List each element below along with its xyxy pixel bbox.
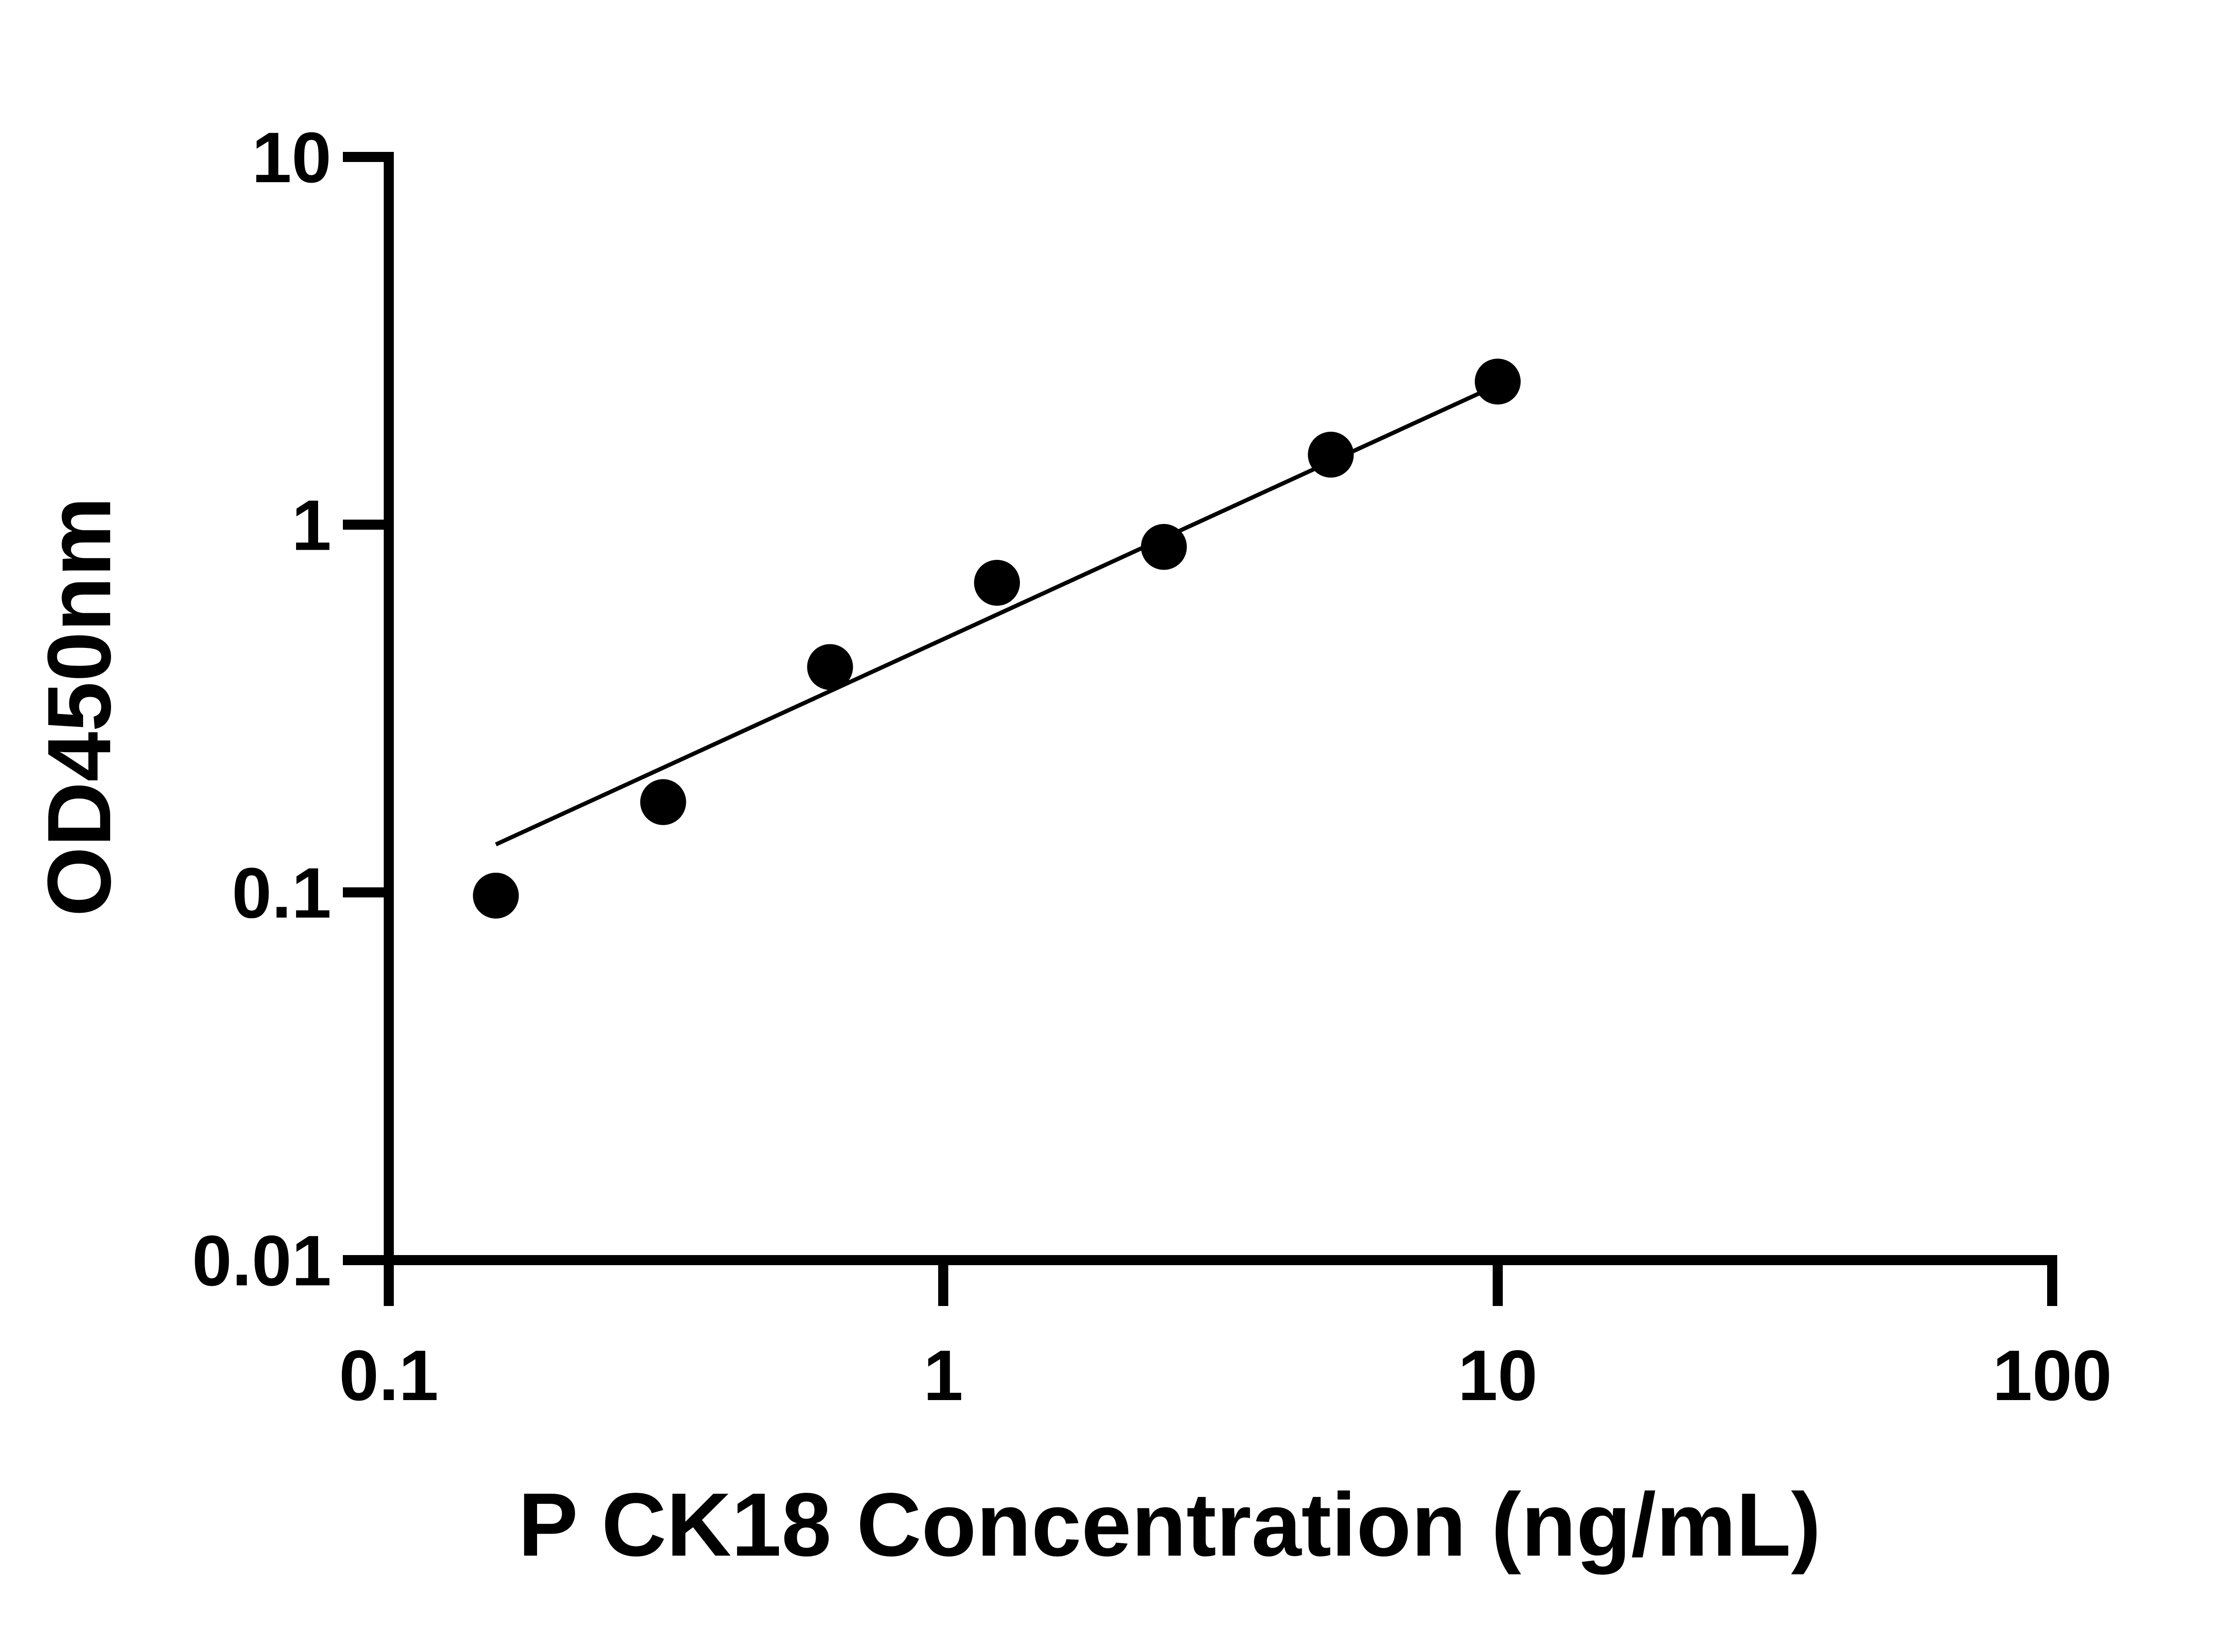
y-tick-label: 1 [291,486,331,565]
y-tick-label: 10 [252,118,331,198]
data-point [473,872,519,919]
y-tick-label: 0.01 [192,1221,331,1301]
y-axis-title: OD450nm [29,497,129,916]
data-points [473,358,1521,919]
data-point [807,644,853,690]
data-point [1475,358,1521,405]
x-tick-label: 1 [924,1336,963,1416]
x-tick-label: 100 [1993,1336,2112,1416]
data-point [1308,431,1354,478]
x-axis-title: P CK18 Concentration (ng/mL) [518,1474,1821,1575]
data-point [974,560,1020,606]
x-tick-label: 0.1 [339,1336,439,1416]
axes [343,152,2057,1306]
x-tick-label: 10 [1458,1336,1538,1416]
y-tick-label: 0.1 [232,854,331,933]
data-point [640,779,686,825]
data-point [1141,524,1187,570]
